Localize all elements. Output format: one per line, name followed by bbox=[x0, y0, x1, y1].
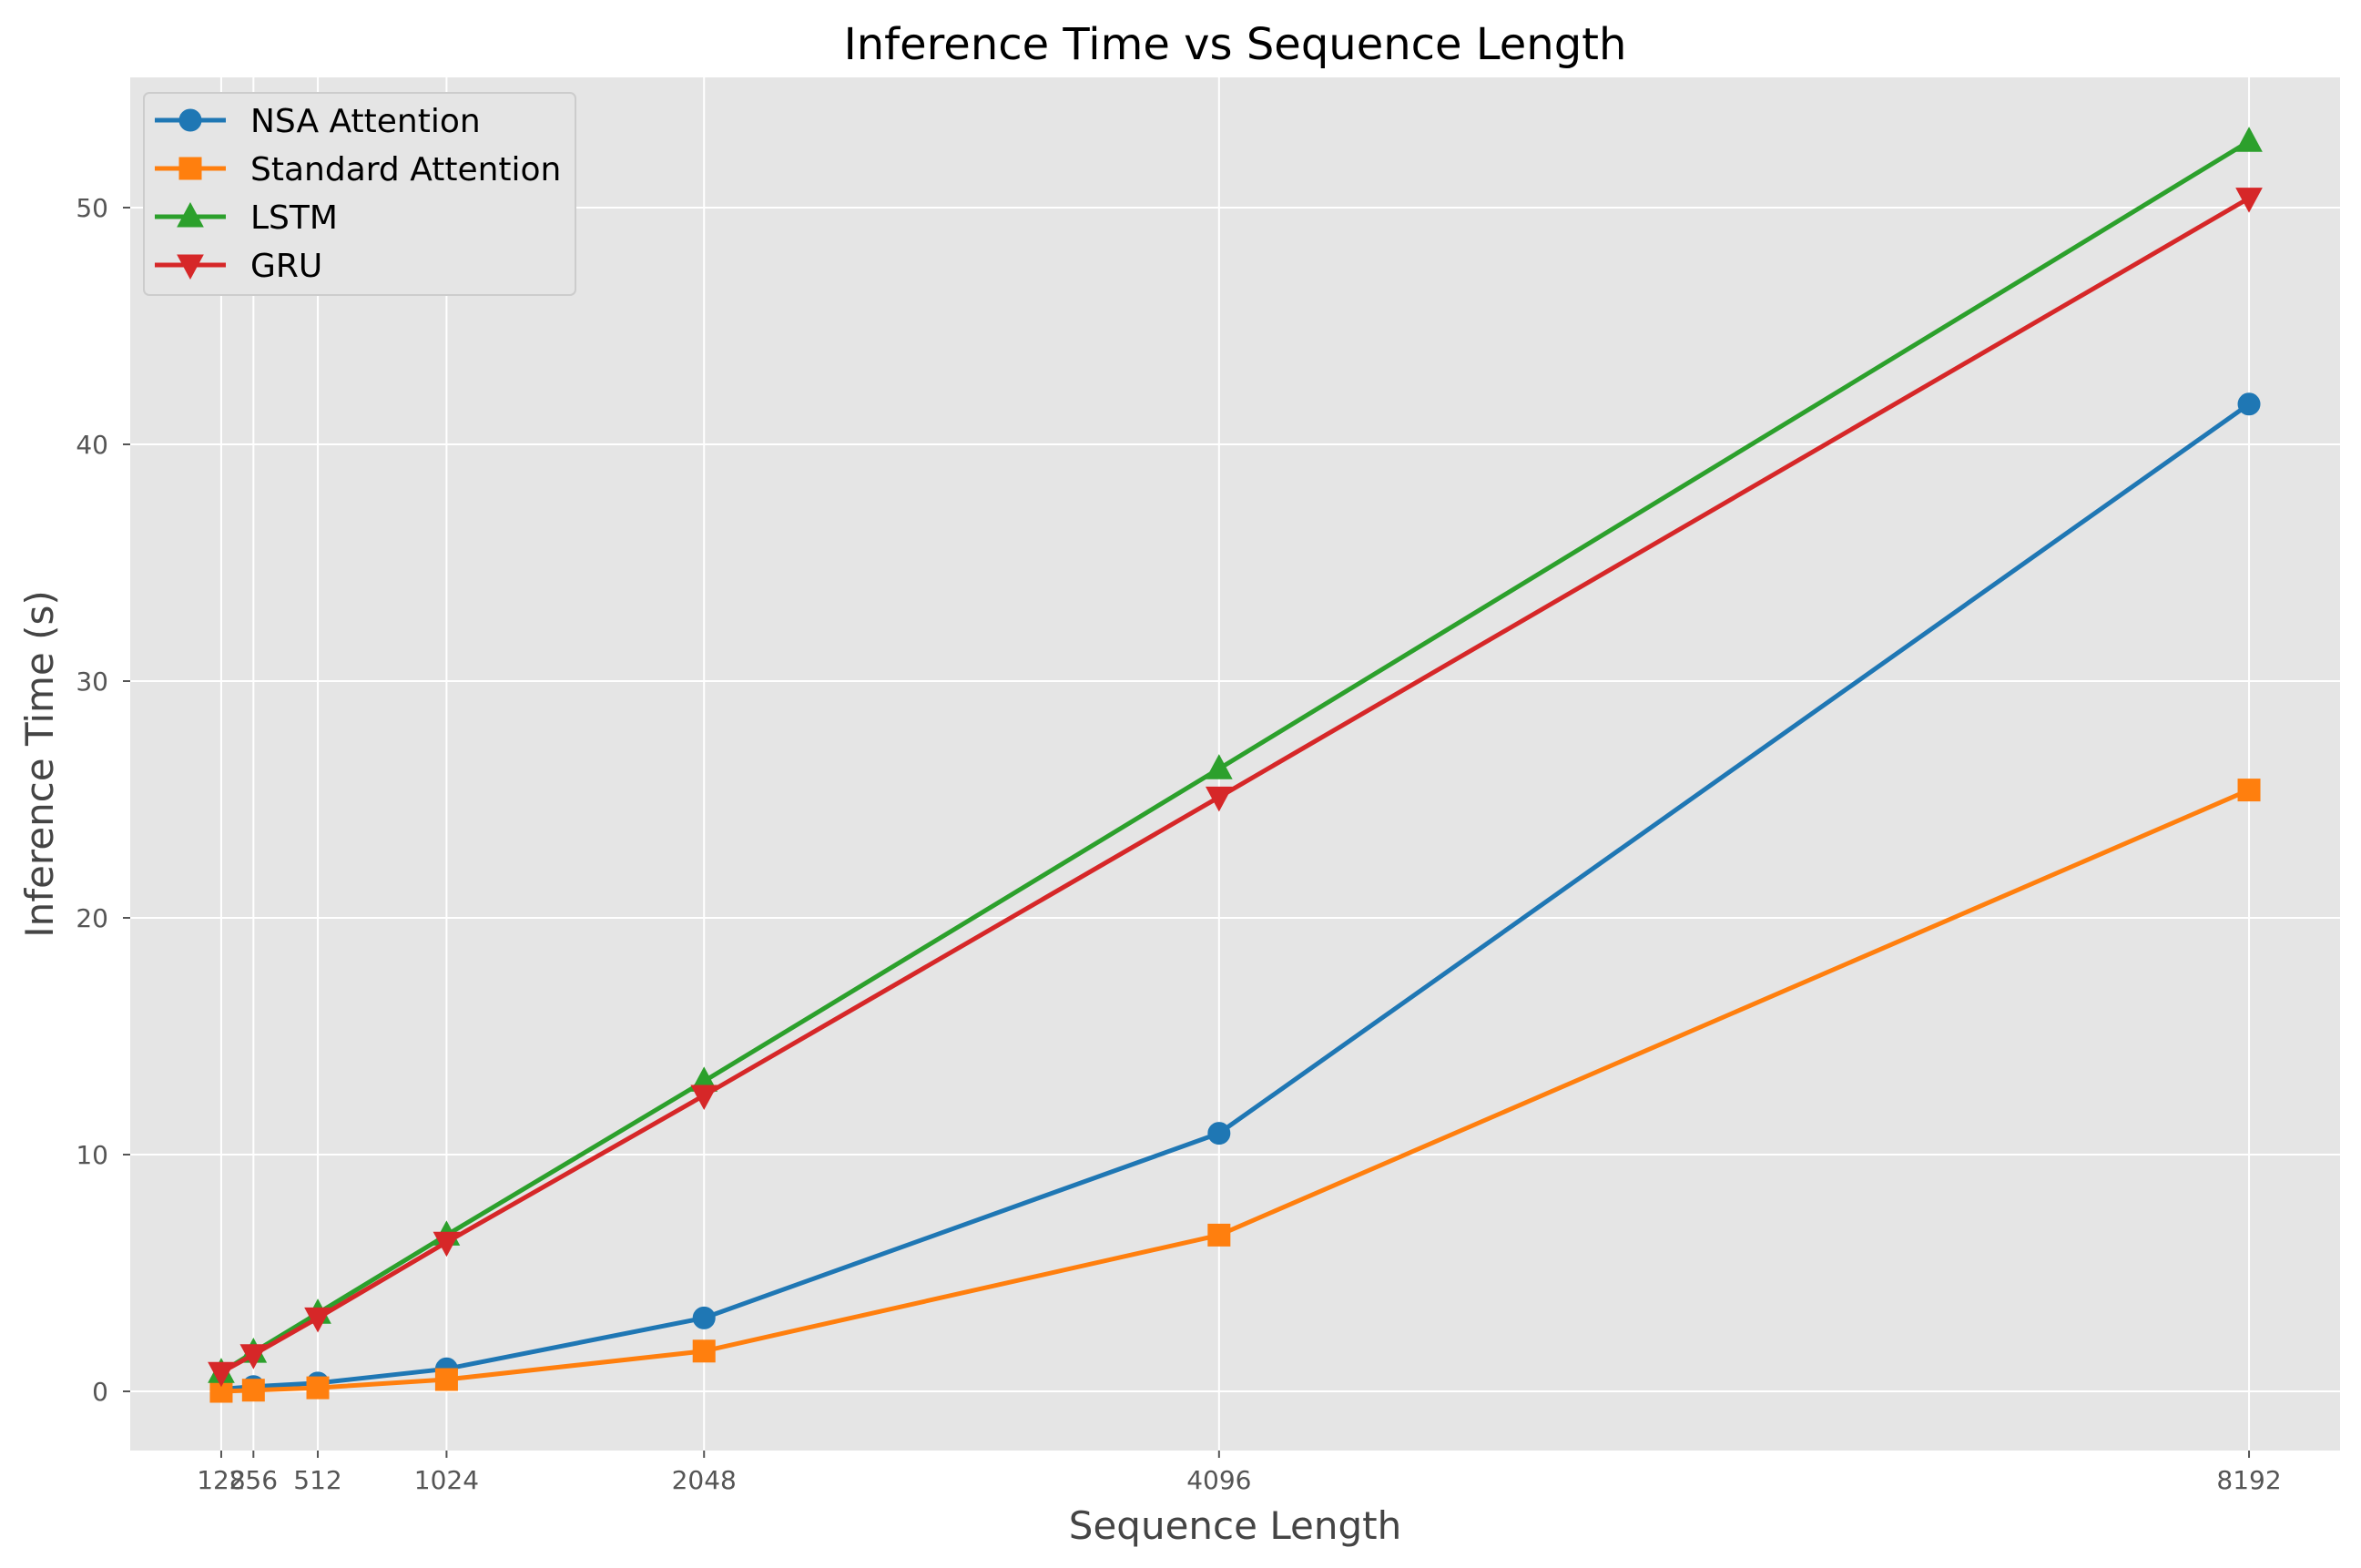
series-gru bbox=[208, 188, 2263, 1388]
data-point bbox=[306, 1376, 330, 1400]
legend-swatch-marker bbox=[178, 108, 202, 132]
data-point bbox=[692, 1339, 716, 1363]
x-tick-label: 2048 bbox=[672, 1465, 737, 1495]
legend-frame bbox=[143, 92, 576, 296]
data-point bbox=[692, 1306, 716, 1329]
legend-entry: GRU bbox=[155, 248, 322, 285]
data-point bbox=[241, 1379, 265, 1402]
x-tick-label: 256 bbox=[229, 1465, 278, 1495]
legend-entry: LSTM bbox=[155, 199, 338, 237]
x-tick-label: 8192 bbox=[2216, 1465, 2281, 1495]
legend-swatch-marker bbox=[178, 157, 202, 180]
series-layer bbox=[208, 127, 2263, 1403]
y-tick-label: 0 bbox=[92, 1377, 108, 1407]
legend-swatch-marker bbox=[177, 201, 204, 228]
y-tick-label: 40 bbox=[76, 430, 108, 460]
legend-label: LSTM bbox=[250, 199, 338, 237]
legend-label: NSA Attention bbox=[250, 103, 481, 140]
data-point bbox=[239, 1344, 268, 1369]
plot-area bbox=[130, 77, 2340, 1451]
data-point bbox=[1207, 1223, 1231, 1247]
legend-label: GRU bbox=[250, 248, 322, 285]
y-axis-label: Inference Time (s) bbox=[17, 590, 62, 938]
data-point bbox=[2237, 779, 2261, 802]
y-tick-label: 20 bbox=[76, 903, 108, 933]
data-point bbox=[2235, 127, 2263, 152]
x-tick-label: 1024 bbox=[414, 1465, 479, 1495]
legend-entry: Standard Attention bbox=[155, 151, 561, 188]
data-point bbox=[1205, 786, 1233, 812]
legend-swatch-marker bbox=[177, 254, 204, 280]
y-tick-label: 10 bbox=[76, 1140, 108, 1170]
data-point bbox=[690, 1084, 718, 1111]
data-point bbox=[433, 1231, 461, 1257]
data-point bbox=[1207, 1122, 1231, 1145]
data-point bbox=[434, 1368, 458, 1391]
x-axis-label: Sequence Length bbox=[1069, 1503, 1401, 1548]
data-point bbox=[304, 1307, 331, 1333]
y-tick-label: 30 bbox=[76, 667, 108, 697]
data-point bbox=[2237, 392, 2261, 416]
data-point bbox=[1205, 754, 1233, 779]
x-tick-label: 4096 bbox=[1186, 1465, 1251, 1495]
legend: NSA Attention Standard Attention LSTM GRU bbox=[143, 92, 576, 296]
chart-title: Inference Time vs Sequence Length bbox=[844, 19, 1627, 70]
legend-label: Standard Attention bbox=[250, 151, 561, 188]
data-point bbox=[2235, 188, 2263, 213]
legend-entry: NSA Attention bbox=[155, 103, 481, 140]
y-tick-label: 50 bbox=[76, 193, 108, 223]
x-tick-label: 128 bbox=[197, 1465, 245, 1495]
x-tick-label: 512 bbox=[293, 1465, 341, 1495]
data-point bbox=[208, 1361, 235, 1388]
series-standard-attention bbox=[209, 779, 2261, 1403]
